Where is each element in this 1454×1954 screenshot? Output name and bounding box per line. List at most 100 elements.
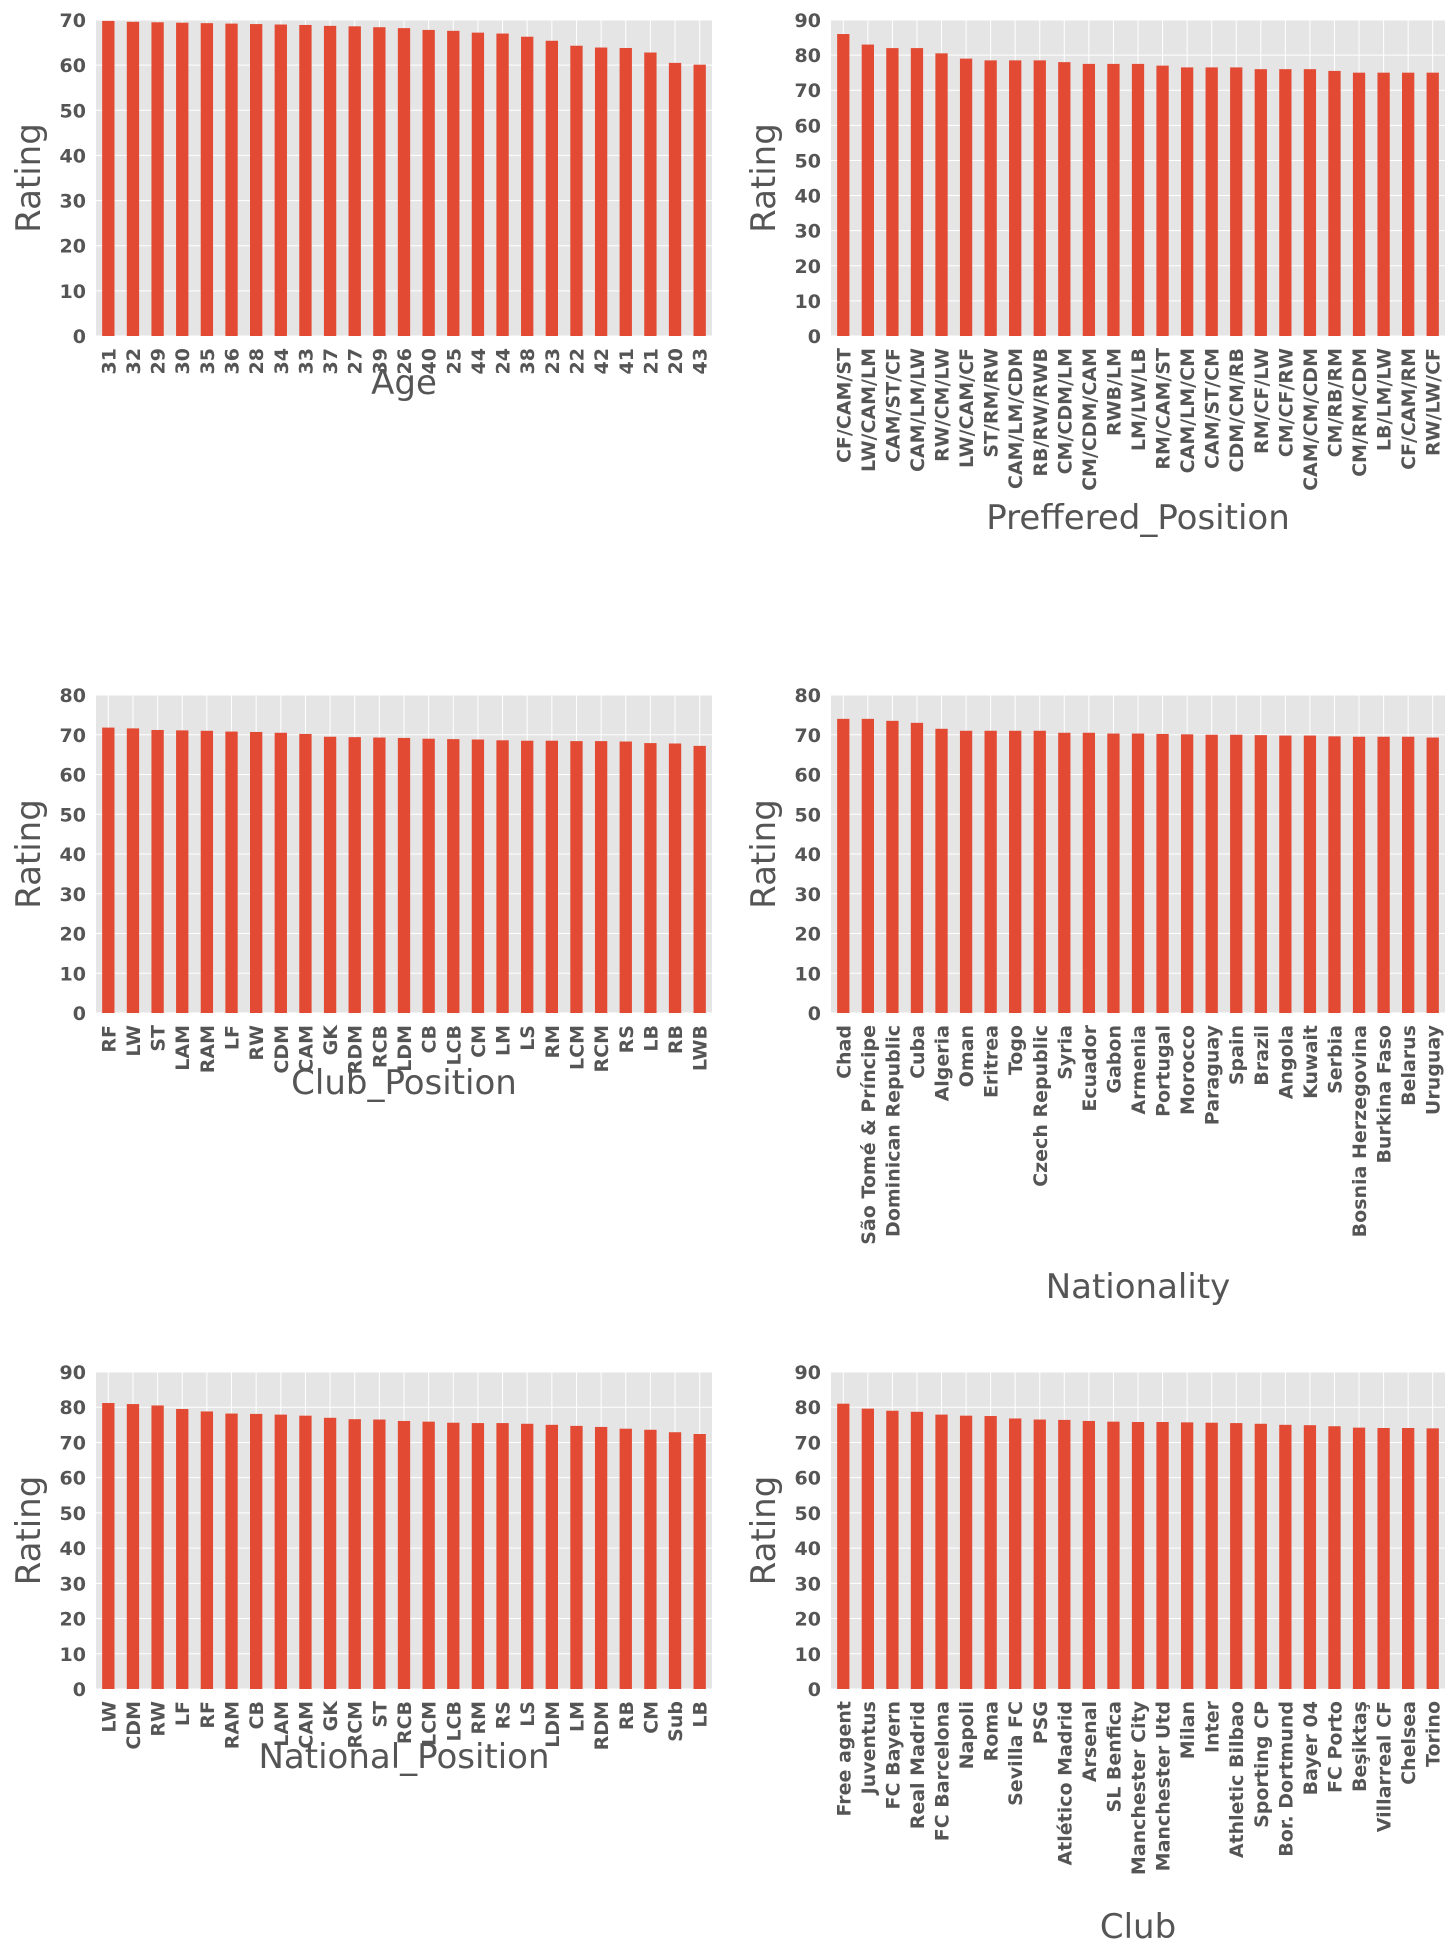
- y-tick-label: 10: [60, 1644, 86, 1666]
- x-tick-label: RCB: [394, 1701, 416, 1744]
- x-tick-label: 34: [271, 348, 293, 374]
- x-tick-label: Roma: [981, 1701, 1003, 1761]
- x-tick-label: Villarreal CF: [1374, 1701, 1396, 1832]
- x-tick-label: LW/CAM/CF: [956, 348, 978, 468]
- x-tick-label: CAM: [295, 1701, 317, 1749]
- x-tick-label: 40: [419, 348, 441, 374]
- x-tick-label: Real Madrid: [907, 1701, 929, 1829]
- bar-lb-lm-lw: [1377, 72, 1390, 337]
- y-tick-label: 30: [60, 884, 86, 906]
- bar-ls: [521, 740, 534, 1013]
- x-tick-label: Chad: [833, 1025, 855, 1079]
- y-tick-label: 20: [60, 236, 86, 258]
- x-tick-label: Juventus: [858, 1701, 880, 1796]
- bar-syria: [1058, 732, 1071, 1013]
- y-tick-label: 0: [73, 1679, 86, 1701]
- x-tick-label: 22: [566, 348, 588, 374]
- bar-26: [397, 28, 411, 337]
- y-tick-label: 70: [795, 80, 821, 102]
- bar-rf: [102, 727, 115, 1013]
- bar-togo: [1009, 730, 1022, 1013]
- bar-brazil: [1254, 735, 1267, 1013]
- bar-rs: [496, 1423, 509, 1689]
- bar-23: [545, 40, 558, 336]
- x-tick-label: RM/CF/LW: [1251, 348, 1273, 454]
- bar-lw-cam-cf: [959, 58, 973, 336]
- y-tick-label: 90: [60, 1362, 86, 1384]
- x-axis-label: Age: [371, 363, 437, 403]
- bar-atletico-madrid: [1058, 1419, 1071, 1689]
- bar-gk: [323, 1417, 337, 1689]
- x-tick-label: Burkina Faso: [1374, 1025, 1396, 1164]
- y-tick-label: 60: [795, 765, 821, 787]
- x-tick-label: Uruguay: [1423, 1024, 1445, 1115]
- x-axis-label: Club: [1100, 1907, 1176, 1947]
- bar-lcm: [570, 741, 583, 1013]
- bar-rm-cam-st: [1156, 65, 1169, 337]
- y-tick-label: 40: [795, 844, 821, 866]
- bar-cm-cdm-lm: [1058, 62, 1071, 337]
- x-tick-label: 25: [443, 348, 465, 374]
- x-tick-label: PSG: [1030, 1701, 1052, 1744]
- bar-fc-porto: [1328, 1426, 1341, 1689]
- y-tick-label: 50: [795, 1503, 821, 1525]
- bar-cm-cf-rw: [1279, 69, 1292, 337]
- x-tick-label: 37: [320, 348, 342, 374]
- x-tick-label: Portugal: [1153, 1025, 1175, 1117]
- x-tick-label: Bosnia Herzegovina: [1349, 1025, 1371, 1237]
- bar-42: [594, 47, 608, 337]
- bar-chad: [837, 718, 850, 1013]
- y-tick-label: 50: [795, 150, 821, 172]
- y-tick-label: 10: [795, 963, 821, 985]
- x-tick-label: 23: [542, 348, 564, 374]
- x-tick-label: FC Bayern: [882, 1701, 904, 1809]
- x-tick-label: 39: [369, 348, 391, 374]
- x-tick-label: RF: [98, 1025, 120, 1053]
- x-tick-label: FC Porto: [1324, 1701, 1346, 1793]
- y-axis-label: Rating: [744, 1476, 784, 1586]
- bar-morocco: [1180, 734, 1194, 1013]
- bar-39: [373, 27, 386, 336]
- bar-rw: [151, 1405, 164, 1689]
- x-tick-label: Free agent: [833, 1701, 855, 1816]
- bar-lb: [693, 1433, 706, 1689]
- y-tick-label: 60: [60, 55, 86, 77]
- bar-lf: [176, 1408, 189, 1689]
- bar-cam: [299, 733, 312, 1013]
- bar-32: [126, 21, 140, 336]
- x-tick-label: RDM: [591, 1701, 613, 1750]
- bar-rcm: [348, 1419, 361, 1689]
- x-tick-label: CAM/LM/CM: [1177, 348, 1199, 473]
- x-tick-label: LS: [517, 1025, 539, 1051]
- x-tick-label: Manchester Utd: [1153, 1701, 1175, 1871]
- x-tick-label: 41: [616, 348, 638, 374]
- x-tick-label: Morocco: [1177, 1025, 1199, 1115]
- x-tick-label: Manchester City: [1128, 1700, 1150, 1875]
- y-tick-label: 10: [795, 291, 821, 313]
- x-tick-label: CB: [246, 1701, 268, 1729]
- x-tick-label: Serbia: [1324, 1025, 1346, 1094]
- bar-cm: [471, 739, 485, 1013]
- x-tick-label: LM: [566, 1701, 588, 1732]
- bar-cuba: [910, 722, 924, 1013]
- bar-rdm: [348, 737, 361, 1013]
- bar-fc-bayern: [886, 1410, 899, 1689]
- y-tick-label: 60: [795, 115, 821, 137]
- bar-torino: [1426, 1428, 1439, 1689]
- bar-inter: [1205, 1422, 1218, 1689]
- bar-27: [348, 26, 361, 336]
- y-tick-label: 30: [795, 884, 821, 906]
- bar-napoli: [959, 1415, 973, 1689]
- bar-21: [644, 52, 657, 336]
- x-tick-label: Kuwait: [1300, 1025, 1322, 1099]
- x-tick-label: Togo: [1005, 1025, 1027, 1075]
- x-tick-label: 33: [295, 348, 317, 374]
- x-tick-label: RDM: [345, 1025, 367, 1074]
- y-tick-label: 40: [795, 1538, 821, 1560]
- bar-gabon: [1107, 733, 1120, 1013]
- x-tick-label: Atlético Madrid: [1054, 1701, 1076, 1866]
- bar-33: [299, 24, 312, 337]
- x-tick-label: LW: [123, 1025, 145, 1057]
- bar-cam: [299, 1415, 312, 1689]
